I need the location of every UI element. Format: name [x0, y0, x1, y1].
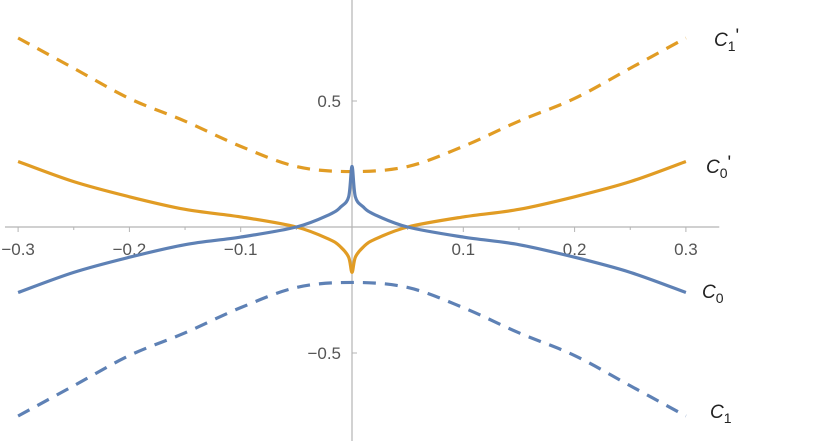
y-tick-label: 0.5 — [317, 92, 341, 111]
series-label-c1-prime: C1' — [714, 26, 739, 54]
series-label-c0-prime: C0' — [706, 153, 731, 181]
x-tick-label: −0.3 — [1, 240, 35, 259]
series-c1-line — [17, 280, 687, 418]
curve-labels: C1' C0' C0 C1 — [702, 26, 739, 426]
series-layer — [17, 36, 687, 418]
axes — [4, 0, 720, 441]
series-c0-line — [17, 164, 687, 295]
ticks: −0.3 −0.2 −0.1 0.1 0.2 0.30.5−0.5 — [1, 92, 697, 363]
x-tick-label: 0.3 — [674, 240, 698, 259]
y-tick-label: −0.5 — [307, 344, 341, 363]
series-c0-prime-line — [17, 159, 687, 274]
series-label-c1: C1 — [710, 402, 732, 426]
x-tick-label: 0.1 — [451, 240, 475, 259]
series-label-c0: C0 — [702, 282, 724, 306]
x-tick-label: −0.1 — [224, 240, 258, 259]
